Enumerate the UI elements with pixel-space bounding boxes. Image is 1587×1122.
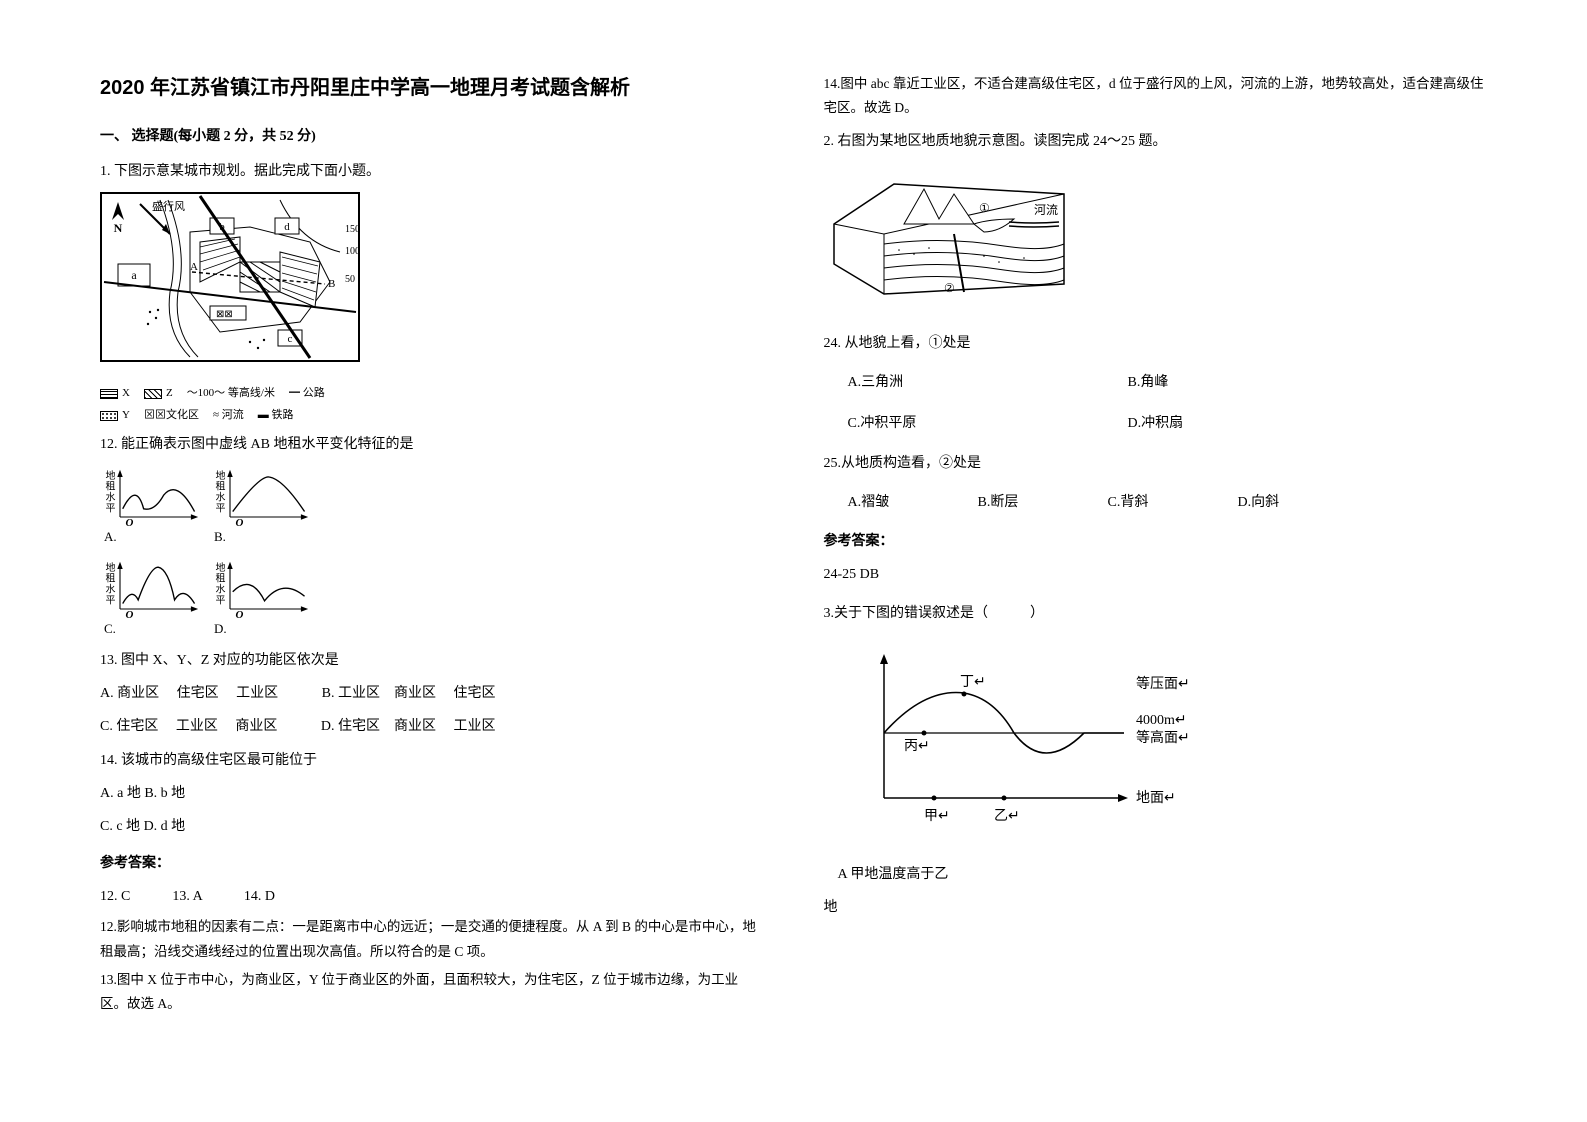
q13-opt-a: A. 商业区 住宅区 工业区 bbox=[100, 686, 278, 701]
q12-opt-b: B. bbox=[214, 525, 226, 548]
svg-text:O: O bbox=[125, 517, 133, 529]
svg-text:地面↵: 地面↵ bbox=[1136, 790, 1176, 806]
q25-opt-a: A.褶皱 bbox=[848, 490, 948, 515]
legend-contour: ～100～ 等高线/米 bbox=[187, 384, 275, 404]
svg-text:丁↵: 丁↵ bbox=[960, 675, 986, 690]
q13-stem: 13. 图中 X、Y、Z 对应的功能区依次是 bbox=[100, 648, 764, 673]
pressure-diagram: 丁↵ 丙↵ 甲↵ 乙↵ 等压面↵ 4000m↵ 等高面↵ 地面↵ bbox=[824, 630, 1488, 857]
q24-opt-a: A.三角洲 bbox=[848, 370, 1068, 395]
svg-text:B: B bbox=[328, 278, 335, 290]
geology-diagram: ① 河流 ② bbox=[824, 158, 1488, 323]
q12-opt-a: A. bbox=[104, 525, 117, 548]
q12-stem: 12. 能正确表示图中虚线 AB 地租水平变化特征的是 bbox=[100, 432, 764, 457]
svg-text:乙↵: 乙↵ bbox=[994, 808, 1020, 824]
answers2-line: 24-25 DB bbox=[824, 562, 1488, 587]
q25-stem: 25.从地质构造看，②处是 bbox=[824, 451, 1488, 476]
q3-opt-a: A 甲地温度高于乙 bbox=[824, 862, 1488, 887]
svg-text:100: 100 bbox=[345, 246, 360, 257]
svg-text:平: 平 bbox=[105, 504, 115, 515]
svg-text:地: 地 bbox=[105, 469, 115, 482]
legend-x: X bbox=[122, 384, 130, 404]
legend-z: Z bbox=[166, 384, 173, 404]
explain-14: 14.图中 abc 靠近工业区，不适合建高级住宅区，d 位于盛行风的上风，河流的… bbox=[824, 72, 1488, 121]
explain-13: 13.图中 X 位于市中心，为商业区，Y 位于商业区的外面，且面积较大，为住宅区… bbox=[100, 968, 764, 1017]
page-title: 2020 年江苏省镇江市丹阳里庄中学高一地理月考试题含解析 bbox=[100, 70, 764, 106]
svg-text:甲↵: 甲↵ bbox=[924, 809, 950, 824]
q25-opt-b: B.断层 bbox=[978, 490, 1078, 515]
svg-text:地: 地 bbox=[215, 560, 225, 573]
answers-line1: 12. C 13. A 14. D bbox=[100, 884, 764, 909]
city-plan-map: N 盛行风 150 100 50 a bbox=[100, 192, 764, 428]
svg-text:⊠⊠: ⊠⊠ bbox=[216, 309, 233, 320]
svg-text:平: 平 bbox=[215, 595, 225, 606]
q3-stem: 3.关于下图的错误叙述是（ ） bbox=[824, 601, 1488, 626]
q13-opt-c: C. 住宅区 工业区 商业区 bbox=[100, 719, 277, 734]
answers2-label: 参考答案： bbox=[824, 529, 1488, 554]
svg-text:河流: 河流 bbox=[1034, 203, 1058, 217]
svg-text:②: ② bbox=[944, 281, 955, 295]
svg-text:租: 租 bbox=[105, 571, 115, 584]
svg-text:c: c bbox=[288, 333, 293, 345]
svg-text:①: ① bbox=[979, 201, 990, 215]
q14-stem: 14. 该城市的高级住宅区最可能位于 bbox=[100, 748, 764, 773]
explain-12: 12.影响城市地租的因素有二点：一是距离市中心的远近；一是交通的便捷程度。从 A… bbox=[100, 915, 764, 964]
svg-text:租: 租 bbox=[215, 571, 225, 584]
svg-text:a: a bbox=[131, 268, 137, 282]
svg-text:d: d bbox=[284, 221, 290, 233]
svg-text:50: 50 bbox=[345, 274, 355, 285]
svg-text:地: 地 bbox=[105, 560, 115, 573]
svg-text:水: 水 bbox=[105, 583, 115, 595]
q14-opt-b: B. b 地 bbox=[144, 786, 185, 801]
q1-intro: 1. 下图示意某城市规划。据此完成下面小题。 bbox=[100, 159, 764, 184]
svg-text:4000m↵: 4000m↵ bbox=[1136, 713, 1187, 728]
section-header: 一、 选择题(每小题 2 分，共 52 分) bbox=[100, 124, 764, 149]
svg-text:地: 地 bbox=[215, 469, 225, 482]
q24-stem: 24. 从地貌上看，①处是 bbox=[824, 331, 1488, 356]
q12-opt-d: D. bbox=[214, 617, 227, 640]
svg-text:丙↵: 丙↵ bbox=[904, 739, 930, 754]
q25-opt-c: C.背斜 bbox=[1108, 490, 1208, 515]
svg-text:等高面↵: 等高面↵ bbox=[1136, 729, 1190, 746]
svg-text:平: 平 bbox=[105, 595, 115, 606]
svg-text:平: 平 bbox=[215, 504, 225, 515]
svg-text:租: 租 bbox=[215, 480, 225, 493]
q12-opt-c: C. bbox=[104, 617, 116, 640]
q14-opt-d: D. d 地 bbox=[144, 819, 186, 834]
legend-road: ━ 公路 bbox=[289, 384, 325, 404]
svg-text:O: O bbox=[125, 609, 133, 621]
svg-text:水: 水 bbox=[215, 492, 225, 504]
legend-culture: ⊠⊠文化区 bbox=[144, 406, 199, 426]
legend-y: Y bbox=[122, 406, 130, 426]
q25-opt-d: D.向斜 bbox=[1238, 490, 1280, 515]
svg-text:O: O bbox=[235, 609, 243, 621]
svg-text:等压面↵: 等压面↵ bbox=[1136, 675, 1190, 692]
q24-opt-b: B.角峰 bbox=[1128, 370, 1169, 395]
svg-text:150: 150 bbox=[345, 224, 360, 235]
svg-text:N: N bbox=[114, 221, 123, 235]
q24-opt-d: D.冲积扇 bbox=[1128, 411, 1184, 436]
q14-opt-c: C. c 地 bbox=[100, 819, 140, 834]
svg-text:水: 水 bbox=[215, 583, 225, 595]
q13-opt-d: D. 住宅区 商业区 工业区 bbox=[321, 719, 496, 734]
q14-opt-a: A. a 地 bbox=[100, 786, 141, 801]
q3-cont: 地 bbox=[824, 895, 1488, 920]
legend-river: ≈ 河流 bbox=[213, 406, 244, 426]
q13-opt-b: B. 工业区 商业区 住宅区 bbox=[322, 686, 496, 701]
q2-intro: 2. 右图为某地区地质地貌示意图。读图完成 24～25 题。 bbox=[824, 129, 1488, 154]
svg-text:A: A bbox=[190, 261, 198, 273]
q24-opt-c: C.冲积平原 bbox=[848, 411, 1068, 436]
answers-label: 参考答案： bbox=[100, 851, 764, 876]
legend-rail: ▬ 铁路 bbox=[258, 406, 294, 426]
svg-text:O: O bbox=[235, 517, 243, 529]
svg-text:租: 租 bbox=[105, 480, 115, 493]
svg-text:水: 水 bbox=[105, 492, 115, 504]
